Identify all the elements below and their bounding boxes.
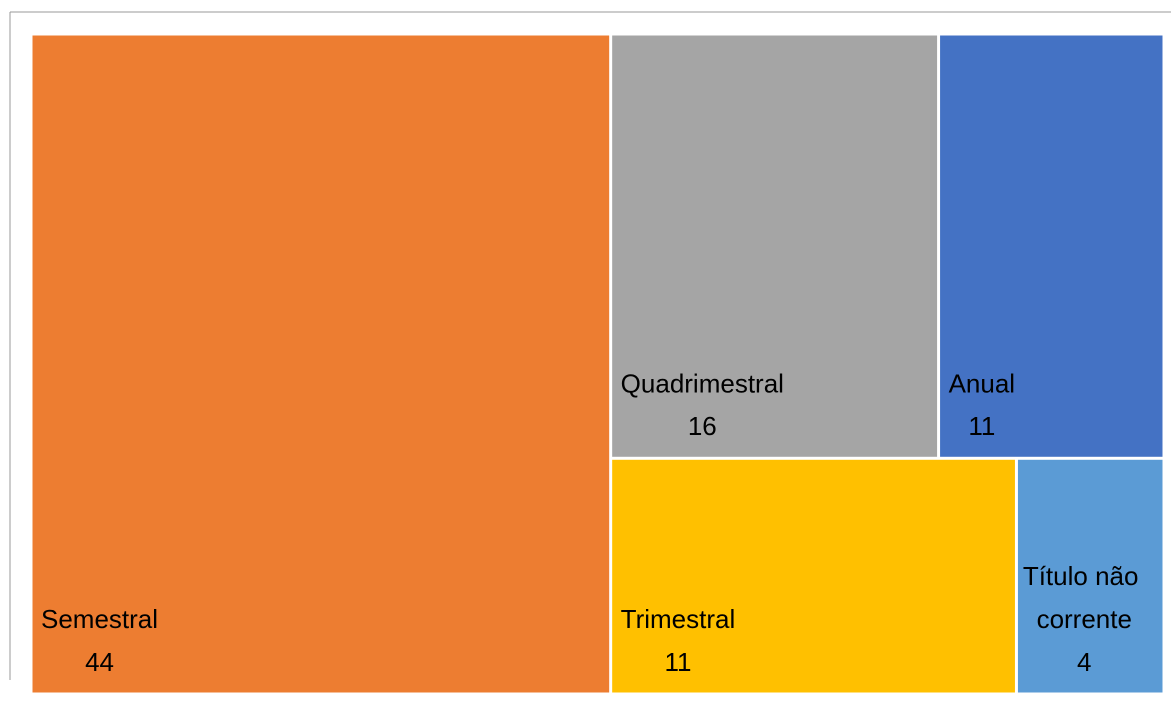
tile-label: Trimestral bbox=[621, 604, 736, 634]
tile-label: Quadrimestral bbox=[621, 368, 784, 398]
tile-value: 4 bbox=[1077, 647, 1091, 677]
tile-label: Título não corrente bbox=[1023, 561, 1146, 634]
treemap-tile bbox=[612, 35, 938, 457]
tile-value: 11 bbox=[968, 411, 995, 441]
treemap-tile bbox=[612, 459, 1015, 693]
tile-label: Anual bbox=[949, 368, 1016, 398]
treemap-tile bbox=[32, 35, 610, 693]
treemap-tile bbox=[1017, 459, 1163, 693]
tile-value: 11 bbox=[664, 647, 691, 677]
tile-value: 44 bbox=[85, 647, 114, 677]
tile-label: Semestral bbox=[41, 604, 158, 634]
tile-value: 16 bbox=[688, 411, 717, 441]
treemap-tile bbox=[940, 35, 1163, 457]
